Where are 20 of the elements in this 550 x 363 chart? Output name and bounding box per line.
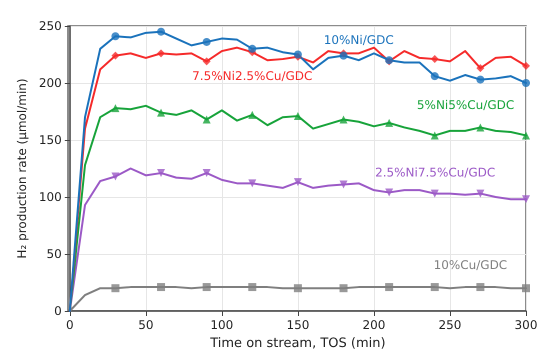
x-tick-label: 150	[286, 318, 310, 332]
x-tick-label: 250	[438, 318, 462, 332]
y-tick-label: 150	[38, 133, 62, 147]
x-tick-label: 100	[210, 318, 234, 332]
x-tick-label: 50	[138, 318, 154, 332]
y-axis-title: H₂ production rate (µmol/min)	[15, 78, 29, 259]
series-label: 2.5%Ni7.5%Cu/GDC	[375, 166, 496, 180]
x-tick-label: 200	[362, 318, 386, 332]
x-tick-label: 300	[514, 318, 538, 332]
y-tick-label: 100	[38, 190, 62, 204]
series-label: 10%Cu/GDC	[434, 258, 508, 272]
y-tick-label: 250	[38, 19, 62, 33]
series-label: 7.5%Ni2.5%Cu/GDC	[192, 69, 312, 84]
y-tick-label: 0	[54, 304, 62, 318]
series-label: 5%Ni5%Cu/GDC	[416, 98, 514, 112]
x-axis-title: Time on stream, TOS (min)	[209, 336, 386, 351]
series-label: 10%Ni/GDC	[324, 33, 394, 48]
y-tick-label: 200	[38, 76, 62, 90]
x-tick-label: 0	[66, 318, 74, 332]
y-tick-label: 50	[46, 247, 62, 261]
